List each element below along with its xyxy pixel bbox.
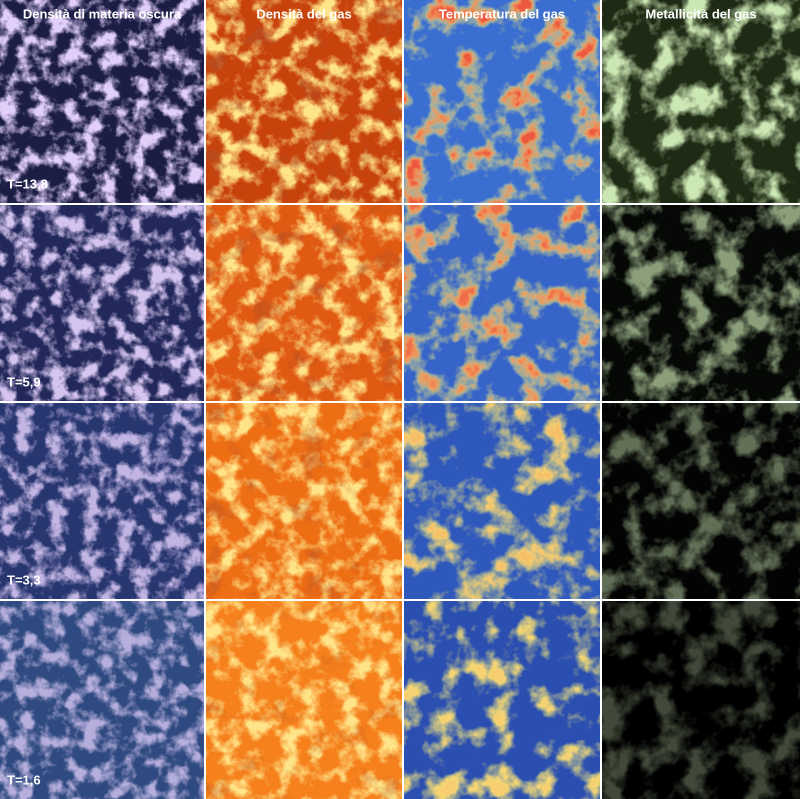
panel-texture xyxy=(0,205,204,401)
panel-texture xyxy=(404,205,600,401)
panel-texture xyxy=(206,0,402,203)
panel-texture xyxy=(206,601,402,799)
row-label: T=13,8 xyxy=(7,176,48,191)
panel-texture xyxy=(0,601,204,799)
panel-texture xyxy=(602,403,800,599)
panel-texture xyxy=(602,205,800,401)
column-title: Metallicità del gas xyxy=(645,6,756,21)
column-title: Densità di materia oscura xyxy=(23,6,182,21)
panel-texture xyxy=(404,0,600,203)
row-label: T=1,6 xyxy=(7,772,41,787)
panel-texture xyxy=(206,403,402,599)
panel-texture xyxy=(404,601,600,799)
row-label: T=3,3 xyxy=(7,572,41,587)
column-title: Densità del gas xyxy=(256,6,351,21)
panel-texture xyxy=(206,205,402,401)
panel-texture xyxy=(0,0,204,203)
column-title: Temperatura del gas xyxy=(439,6,565,21)
panel-texture xyxy=(404,403,600,599)
row-label: T=5,9 xyxy=(7,374,41,389)
panel-texture xyxy=(602,601,800,799)
panel-texture xyxy=(602,0,800,203)
panel-texture xyxy=(0,403,204,599)
